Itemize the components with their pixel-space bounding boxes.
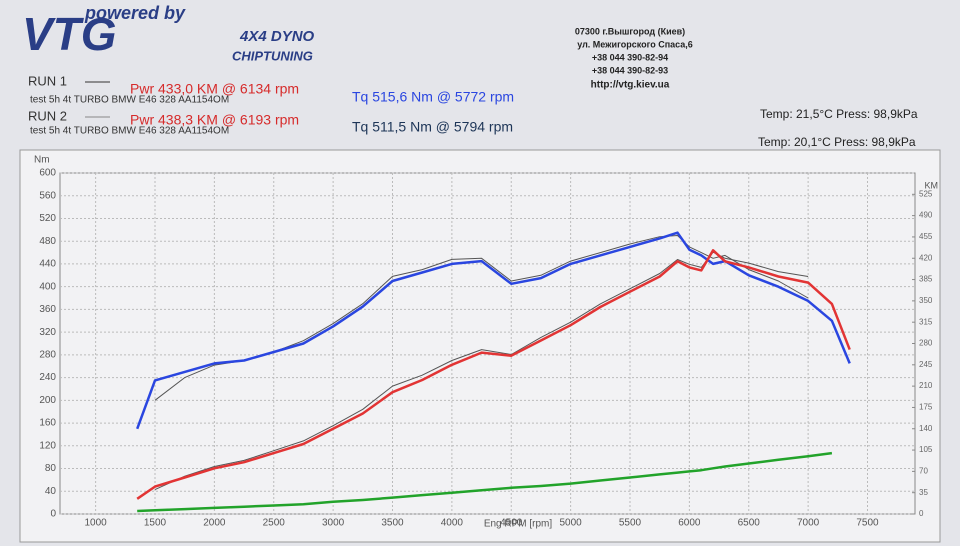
x-tick-label: 1500 xyxy=(144,518,167,529)
y-tick-label: 360 xyxy=(39,304,56,315)
y-tick-label: 80 xyxy=(45,463,57,474)
x-axis-label: Eng RPM [rpm] xyxy=(484,519,553,530)
run-torque: Tq 515,6 Nm @ 5772 rpm xyxy=(352,89,514,105)
run-conditions: Temp: 20,1°C Press: 98,9kPa xyxy=(758,135,916,149)
y2-tick-label: 280 xyxy=(919,339,933,348)
run-power: Pwr 438,3 KM @ 6193 rpm xyxy=(130,112,299,128)
y2-tick-label: 245 xyxy=(919,360,933,369)
x-tick-label: 2000 xyxy=(203,518,226,529)
y2-tick-label: 455 xyxy=(919,232,933,241)
y-axis-label: Nm xyxy=(34,155,50,166)
y-tick-label: 0 xyxy=(50,509,56,520)
y2-tick-label: 490 xyxy=(919,211,933,220)
x-tick-label: 4000 xyxy=(441,518,464,529)
series-line xyxy=(137,451,833,513)
y-tick-label: 480 xyxy=(39,236,56,247)
y-tick-label: 160 xyxy=(39,418,56,429)
y-tick-label: 440 xyxy=(39,259,56,270)
product: 4X4 DYNO xyxy=(239,28,315,45)
y-tick-label: 40 xyxy=(45,486,57,497)
x-tick-label: 7500 xyxy=(856,518,879,529)
product-sub: CHIPTUNING xyxy=(232,48,313,63)
y2-tick-label: 315 xyxy=(919,317,933,326)
y2-tick-label: 0 xyxy=(919,509,924,518)
series-line xyxy=(136,231,851,430)
y-tick-label: 560 xyxy=(39,190,56,201)
address-line: +38 044 390-82-94 xyxy=(592,52,668,62)
x-tick-label: 3000 xyxy=(322,518,345,529)
y2-tick-label: 35 xyxy=(919,488,928,497)
x-tick-label: 6000 xyxy=(678,518,701,529)
run-power: Pwr 433,0 KM @ 6134 rpm xyxy=(130,81,299,97)
x-tick-label: 6500 xyxy=(738,518,761,529)
address-line: http://vtg.kiev.ua xyxy=(591,80,670,91)
y-tick-label: 600 xyxy=(39,168,56,179)
y-tick-label: 400 xyxy=(39,281,56,292)
y-tick-label: 200 xyxy=(39,395,56,406)
x-tick-label: 3500 xyxy=(381,518,404,529)
y2-tick-label: 210 xyxy=(919,381,933,390)
y2-tick-label: 350 xyxy=(919,296,933,305)
address-line: +38 044 390-82-93 xyxy=(592,65,668,75)
run-torque: Tq 511,5 Nm @ 5794 rpm xyxy=(352,119,513,135)
y2-tick-label: 175 xyxy=(919,403,933,412)
y-tick-label: 120 xyxy=(39,440,56,451)
run-test: test 5h 4t TURBO BMW E46 328 AA1154OM xyxy=(30,126,229,137)
y-tick-label: 520 xyxy=(39,213,56,224)
brand: VTG xyxy=(22,8,117,60)
y2-tick-label: 525 xyxy=(919,189,933,198)
x-tick-label: 1000 xyxy=(85,518,108,529)
brand-tag: powered by xyxy=(84,3,186,23)
y2-tick-label: 140 xyxy=(919,424,933,433)
chart-frame xyxy=(19,149,941,543)
y2-tick-label: 385 xyxy=(919,275,933,284)
run-label: RUN 1 xyxy=(28,73,67,88)
x-tick-label: 4500 xyxy=(500,518,523,529)
y-tick-label: 280 xyxy=(39,350,56,361)
run-label: RUN 2 xyxy=(28,108,67,123)
x-tick-label: 7000 xyxy=(797,518,820,529)
y2-tick-label: 70 xyxy=(919,466,928,475)
address-line: ул. Межигорского Спаса,6 xyxy=(577,39,693,49)
x-tick-label: 5500 xyxy=(619,518,642,529)
series-line xyxy=(136,249,851,500)
x-tick-label: 2500 xyxy=(263,518,286,529)
y2-tick-label: 105 xyxy=(919,445,933,454)
run-test: test 5h 4t TURBO BMW E46 328 AA1154OM xyxy=(30,95,229,106)
x-tick-label: 5000 xyxy=(560,518,583,529)
run-conditions: Temp: 21,5°C Press: 98,9kPa xyxy=(760,107,918,121)
y2-tick-label: 420 xyxy=(919,253,933,262)
y-tick-label: 240 xyxy=(39,372,56,383)
y-tick-label: 320 xyxy=(39,327,56,338)
y2-axis-label: KM xyxy=(925,180,939,190)
address-line: 07300 г.Вышгород (Киев) xyxy=(575,26,685,36)
